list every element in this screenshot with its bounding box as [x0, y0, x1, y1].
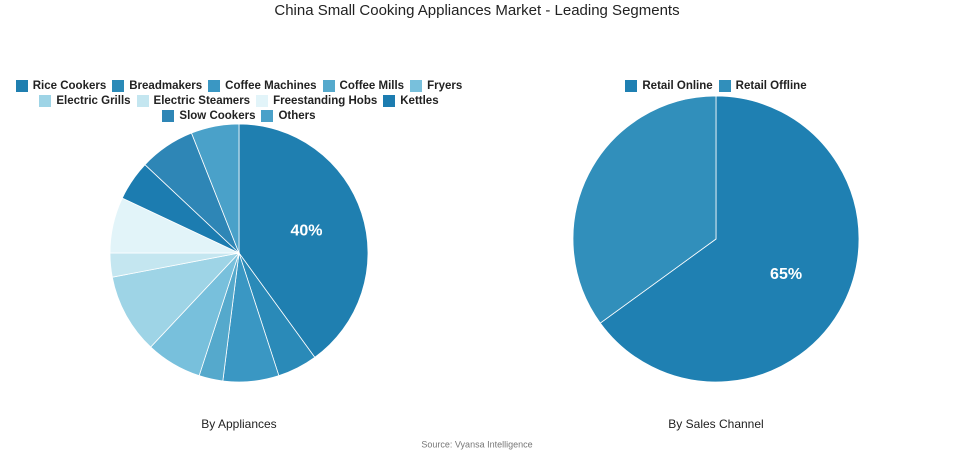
legend-label: Electric Steamers — [153, 95, 251, 107]
data-label: 65% — [770, 266, 802, 283]
chart-title: China Small Cooking Appliances Market - … — [274, 2, 679, 19]
legend-swatch — [15, 80, 28, 92]
pie-slice — [238, 123, 369, 358]
legend-item: Electric Steamers — [136, 95, 251, 107]
legend-item: Retail Offline — [718, 80, 807, 92]
legend-swatch — [718, 80, 731, 92]
data-label: 40% — [290, 222, 322, 239]
legend-swatch — [208, 80, 221, 92]
legend-label: Coffee Machines — [225, 80, 317, 92]
legend-item: Kettles — [383, 95, 439, 107]
legend-item: Others — [261, 110, 316, 122]
legend-item: Electric Grills — [39, 95, 131, 107]
legend-label: Electric Grills — [56, 95, 131, 107]
legend-swatch — [162, 110, 175, 122]
pie-slice — [572, 95, 717, 324]
legend-swatch — [410, 80, 423, 92]
legend-item: Coffee Machines — [208, 80, 317, 92]
legend-swatch — [383, 95, 396, 107]
legend-label: Others — [278, 110, 316, 122]
legend-label: Slow Cookers — [179, 110, 256, 122]
legend: Retail Online Retail Offline — [566, 80, 866, 92]
legend-item: Retail Online — [625, 80, 713, 92]
legend-label: Rice Cookers — [32, 80, 107, 92]
legend-swatch — [322, 80, 335, 92]
legend-swatch — [136, 95, 149, 107]
legend-label: Retail Offline — [735, 80, 807, 92]
subchart-title: By Sales Channel — [668, 417, 763, 431]
subchart-title: By Appliances — [201, 417, 276, 431]
legend-label: Kettles — [400, 95, 439, 107]
legend-swatch — [256, 95, 269, 107]
legend-item: Breadmakers — [112, 80, 202, 92]
legend-swatch — [39, 95, 52, 107]
legend-item: Rice Cookers — [15, 80, 107, 92]
legend-label: Freestanding Hobs — [273, 95, 378, 107]
pie-slice — [111, 252, 241, 348]
pie-slice — [190, 123, 240, 254]
legend-swatch — [261, 110, 274, 122]
legend: Rice Cookers Breadmakers Coffee Machines Co… — [14, 80, 464, 122]
legend-label: Coffee Mills — [339, 80, 405, 92]
legend-item: Coffee Mills — [322, 80, 405, 92]
legend-label: Fryers — [427, 80, 463, 92]
legend-label: Retail Online — [642, 80, 713, 92]
legend-swatch — [625, 80, 638, 92]
legend-item: Slow Cookers — [162, 110, 255, 122]
source: Source: Vyansa Intelligence — [421, 439, 532, 449]
pie-slice — [599, 95, 860, 383]
legend-item: Fryers — [410, 80, 462, 92]
legend-item: Freestanding Hobs — [256, 95, 377, 107]
legend-label: Breadmakers — [129, 80, 203, 92]
legend-swatch — [112, 80, 125, 92]
